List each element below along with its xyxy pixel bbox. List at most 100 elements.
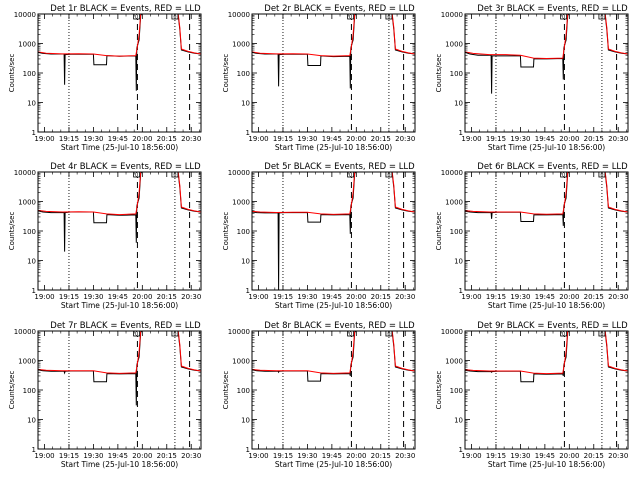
y-tick-label: 100: [23, 387, 36, 395]
x-tick-label: 19:45: [322, 293, 342, 301]
x-tick-label: 20:00: [346, 452, 366, 460]
panel-frame: [464, 171, 629, 291]
panel-title: Det 9r BLACK = Events, RED = LLD: [477, 321, 628, 331]
y-tick-label: 1000: [445, 41, 463, 49]
x-axis-label: Start Time (25-Jul-10 18:56:00): [488, 143, 605, 152]
marker-box-label: 0: [562, 173, 565, 179]
lld-series-line: [38, 331, 201, 374]
y-tick-label: 10: [27, 100, 36, 108]
y-tick-label: 10: [454, 258, 463, 266]
x-tick-label: 19:30: [510, 293, 530, 301]
y-tick-label: 1: [246, 287, 250, 295]
y-tick-label: 10000: [14, 169, 36, 177]
y-tick-label: 1000: [18, 358, 36, 366]
x-axis-label: Start Time (25-Jul-10 18:56:00): [61, 143, 178, 152]
x-tick-label: 20:15: [157, 135, 177, 143]
x-tick-label: 20:30: [181, 293, 201, 301]
marker-box-label: 0: [600, 173, 603, 179]
y-tick-label: 1000: [18, 41, 36, 49]
lld-series-line: [38, 14, 201, 57]
x-tick-label: 19:30: [83, 452, 103, 460]
lld-series-line: [465, 172, 628, 215]
x-tick-label: 19:30: [83, 293, 103, 301]
x-tick-label: 19:00: [461, 452, 481, 460]
events-series-line: [38, 14, 201, 91]
events-series-line: [38, 331, 201, 406]
marker-box-label: 0: [173, 15, 176, 21]
y-tick-label: 1: [32, 287, 36, 295]
y-tick-label: 10000: [441, 328, 463, 336]
marker-box-label: 0: [349, 332, 352, 338]
y-tick-label: 100: [450, 228, 463, 236]
events-series-line: [38, 172, 201, 252]
y-tick-label: 10: [27, 258, 36, 266]
marker-box-label: 0: [349, 15, 352, 21]
lld-series-line: [252, 14, 415, 57]
y-tick-label: 10000: [14, 328, 36, 336]
x-tick-label: 19:00: [248, 452, 268, 460]
panel-frame: [251, 330, 416, 450]
y-tick-label: 1: [459, 287, 463, 295]
x-tick-label: 19:45: [108, 293, 128, 301]
y-tick-label: 10: [454, 417, 463, 425]
panel-title: Det 8r BLACK = Events, RED = LLD: [264, 321, 415, 331]
x-tick-label: 19:00: [34, 293, 54, 301]
x-axis-label: Start Time (25-Jul-10 18:56:00): [488, 301, 605, 310]
x-tick-label: 20:15: [157, 293, 177, 301]
x-axis-label: Start Time (25-Jul-10 18:56:00): [61, 301, 178, 310]
y-tick-label: 1: [32, 446, 36, 454]
x-tick-label: 20:15: [371, 452, 391, 460]
panel-frame: [464, 13, 629, 133]
y-tick-label: 10: [241, 100, 250, 108]
x-tick-label: 20:15: [584, 293, 604, 301]
x-tick-label: 20:15: [584, 452, 604, 460]
x-tick-label: 20:30: [608, 135, 628, 143]
x-tick-label: 19:45: [535, 135, 555, 143]
y-tick-label: 10000: [228, 328, 250, 336]
marker-box-label: 0: [387, 173, 390, 179]
y-axis-label: Counts/sec: [222, 212, 230, 251]
y-tick-label: 1000: [232, 358, 250, 366]
panel-title: Det 6r BLACK = Events, RED = LLD: [477, 162, 628, 172]
marker-box-label: 0: [387, 15, 390, 21]
x-tick-label: 20:00: [132, 135, 152, 143]
marker-box-label: 0: [349, 173, 352, 179]
y-tick-label: 1: [459, 446, 463, 454]
x-axis-label: Start Time (25-Jul-10 18:56:00): [61, 460, 178, 469]
x-tick-label: 19:00: [248, 135, 268, 143]
panel-frame: [464, 330, 629, 450]
x-tick-label: 19:30: [297, 293, 317, 301]
x-tick-label: 20:30: [395, 452, 415, 460]
x-tick-label: 19:45: [535, 452, 555, 460]
y-tick-label: 1: [246, 129, 250, 137]
x-tick-label: 20:00: [346, 135, 366, 143]
x-tick-label: 19:15: [486, 135, 506, 143]
events-series-line: [465, 172, 628, 226]
x-tick-label: 20:30: [181, 452, 201, 460]
y-tick-label: 1: [32, 129, 36, 137]
x-tick-label: 19:00: [248, 293, 268, 301]
x-tick-label: 20:15: [371, 135, 391, 143]
x-tick-label: 19:30: [297, 452, 317, 460]
y-tick-label: 10000: [228, 169, 250, 177]
x-tick-label: 20:30: [608, 452, 628, 460]
panel-title: Det 5r BLACK = Events, RED = LLD: [264, 162, 415, 172]
x-tick-label: 20:00: [559, 135, 579, 143]
panel-frame: [37, 330, 202, 450]
lld-series-line: [38, 172, 201, 216]
events-series-line: [252, 172, 415, 290]
x-tick-label: 19:00: [34, 135, 54, 143]
y-tick-label: 10: [454, 100, 463, 108]
x-tick-label: 20:00: [559, 293, 579, 301]
y-tick-label: 10: [27, 417, 36, 425]
x-tick-label: 19:45: [108, 135, 128, 143]
x-tick-label: 20:30: [181, 135, 201, 143]
x-tick-label: 20:30: [608, 293, 628, 301]
y-tick-label: 1000: [232, 41, 250, 49]
